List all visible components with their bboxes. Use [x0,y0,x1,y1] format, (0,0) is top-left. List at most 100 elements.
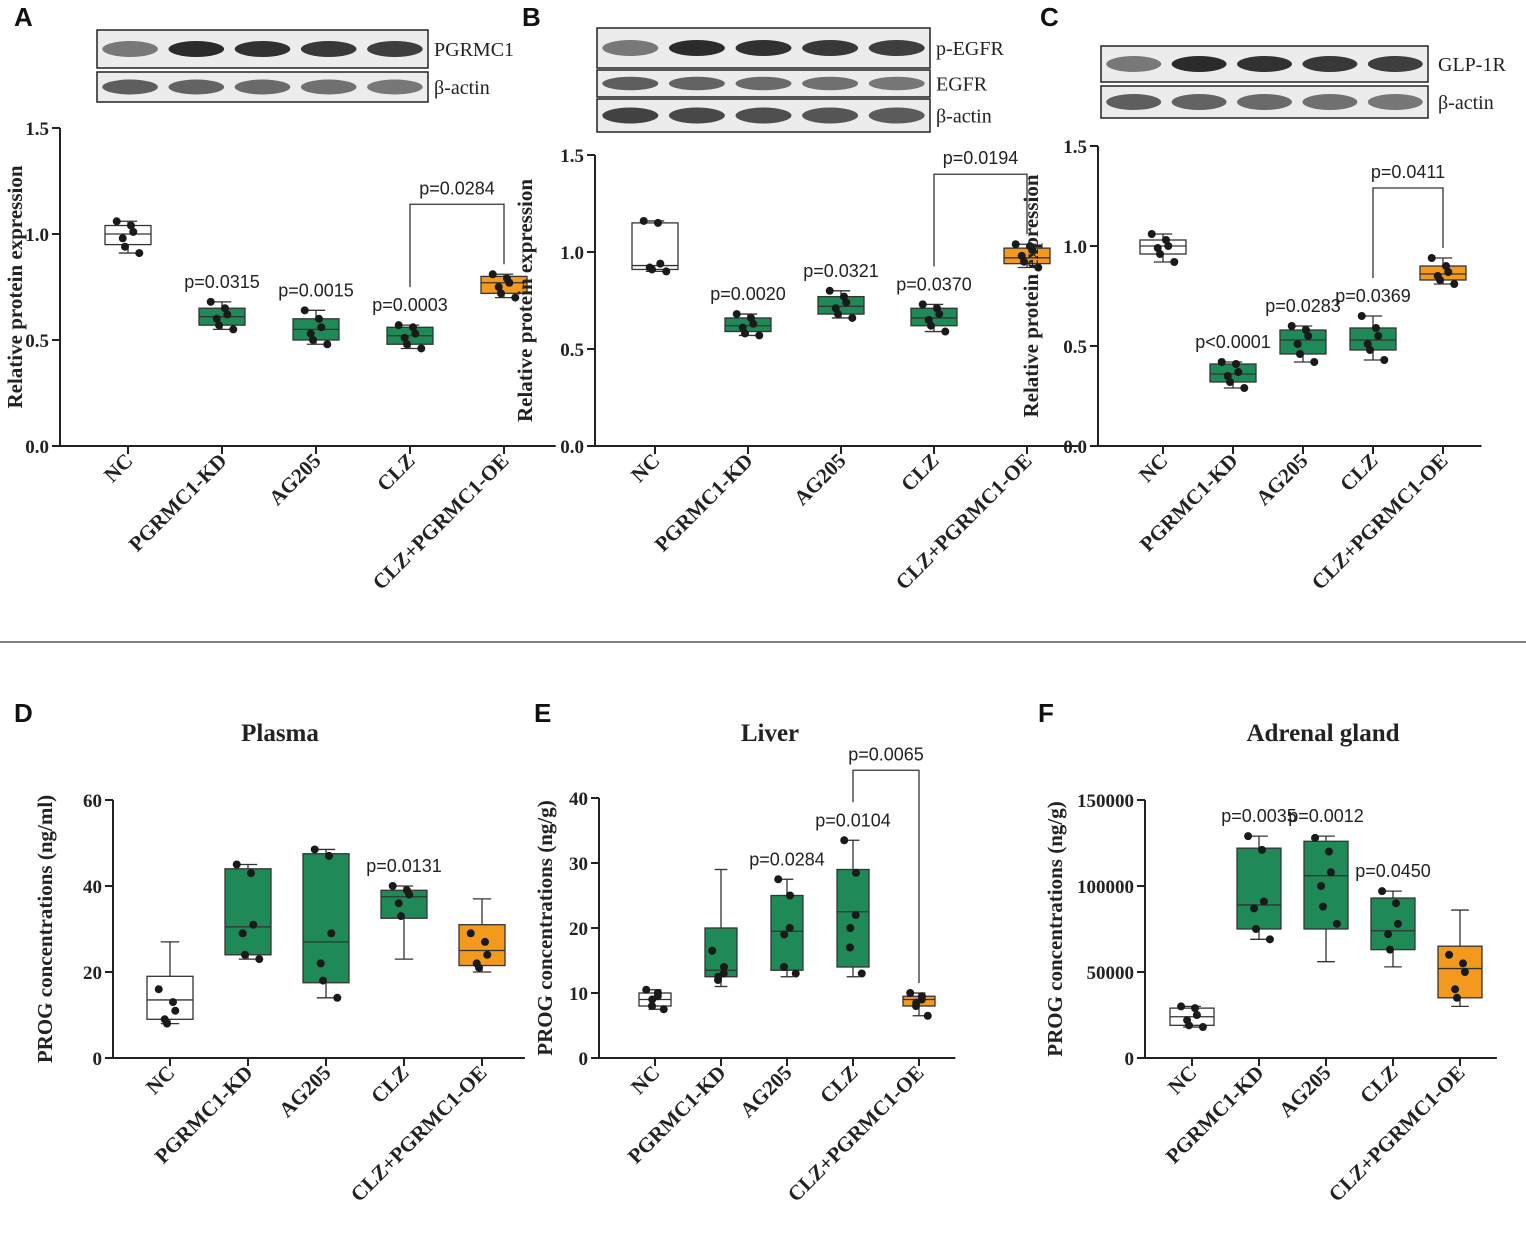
panel-f-data-point [1191,1004,1199,1013]
panel-d-data-point [397,912,405,921]
panel-c-data-point [1217,358,1226,366]
panel-a-blot-band [234,79,291,95]
panel-b-data-point [656,259,665,268]
panel-a-x-tick-label: CLZ [372,449,420,497]
panel-b-x-tick-label: AG205 [789,449,851,511]
panel-f-data-point [1460,968,1469,976]
panel-e-data-point [648,1002,656,1010]
panel-c-data-point [1444,268,1453,276]
panel-c-data-point [1153,244,1162,252]
panel-c-bracket [1372,187,1444,278]
panel-c-data-point [1436,276,1444,284]
panel-d-data-point [163,1019,171,1028]
panel-e-y-tick-label: 10 [569,984,588,1005]
panel-e-p-value: p=0.0104 [815,810,891,830]
panel-c-y-tick-label: 1.0 [1063,237,1087,258]
panel-d-data-point [171,1006,180,1015]
panel-c-p-value: p=0.0369 [1335,286,1411,306]
panel-e-title: Liver [741,720,799,747]
panel-b-data-point [732,310,741,319]
panel-c-data-point [1162,236,1170,244]
panel-f-y-tick-label: 100000 [1077,877,1134,898]
panel-f-data-point [1332,919,1341,928]
panel-f-x-tick-label: NC [1163,1061,1201,1099]
panel-f-x-tick-label: AG205 [1274,1061,1336,1123]
panel-f-data-point [1244,832,1253,841]
panel-a-data-point [118,234,127,243]
panel-a-y-tick-label: 1.0 [25,225,49,246]
panel-d-data-point [483,950,492,959]
panel-c-data-point [1234,368,1243,376]
panel-b-p-value: p=0.0370 [896,274,972,294]
panel-e-bracket [852,769,920,983]
panel-b-blot-band [868,40,925,56]
panel-a-data-point [505,278,514,287]
panel-b-data-point [654,218,662,227]
panel-c-y-tick-label: 0.0 [1063,437,1087,458]
panel-b-letter: B [522,2,541,32]
panel-b-data-point [1034,263,1043,272]
panel-d-data-point [249,920,258,929]
panel-b-data-point [1028,246,1037,255]
panel-c-x-tick-label: CLZ+PGRMC1-OE [1307,449,1453,595]
panel-f-data-point [1317,882,1326,890]
panel-a-p-value: p=0.0315 [184,272,260,292]
panel-d-p-value: p=0.0131 [366,856,442,876]
panel-b-p-value: p=0.0321 [803,261,879,281]
panel-b-y-tick-label: 1.0 [560,243,584,264]
panel-b-blot-band [802,107,859,124]
panel-c-data-point [1302,326,1310,334]
panel-a-letter: A [14,2,33,32]
panel-c-data-point [1357,312,1366,320]
panel-b-data-point [755,331,764,340]
panel-b-bracket-p-value: p=0.0194 [943,148,1019,168]
panel-e-y-tick-label: 40 [569,789,588,810]
panel-f-y-tick-label: 50000 [1087,963,1135,984]
panel-b-p-value: p=0.0020 [710,284,786,304]
panel-c-y-label: Relative protein expression [1019,174,1043,417]
panel-d-data-point [247,869,255,878]
panel-a-data-point [400,333,409,342]
panel-b-blot-label: EGFR [936,74,988,96]
panel-e-data-point [923,1011,932,1020]
panel-a-blot-band [367,79,423,95]
panel-a-data-point [323,340,332,349]
panel-c-blot-label: GLP-1R [1438,54,1506,76]
panel-c-blot-band [1237,94,1292,110]
panel-c-x-tick-label: AG205 [1251,449,1313,511]
panel-a-data-point [394,321,403,330]
panel-e-data-point [840,836,849,845]
panel-e-data-point [648,995,657,1004]
panel-c-p-value: p<0.0001 [1195,332,1271,352]
panel-e-data-point [791,969,800,978]
panel-b-data-point [848,313,857,322]
panel-e-data-point [906,989,915,997]
panel-c-data-point [1372,324,1380,332]
panel-c-data-point [1363,340,1372,348]
panel-d-box [146,975,194,1020]
panel-e-data-point [659,1005,668,1014]
panel-f-data-point [1252,925,1260,933]
panel-b-blot-label: p-EGFR [936,38,1004,60]
panel-a-data-point [229,325,238,334]
panel-d-y-tick-label: 0 [93,1049,103,1070]
panel-c-data-point [1156,250,1164,258]
panel-b-box [631,222,679,271]
panel-f-data-point [1386,945,1394,954]
panel-d-data-point [316,959,325,968]
panel-e-x-tick-label: NC [626,1061,664,1099]
panel-c-data-point [1226,378,1234,386]
panel-a-data-point [494,283,503,291]
panel-b-blot-band [602,40,659,56]
panel-e-data-point [714,976,722,984]
panel-d-title: Plasma [241,720,319,747]
panel-e-letter: E [534,698,551,728]
panel-b-data-point [825,286,834,295]
panel-e-data-point [774,875,783,884]
panel-e-data-point [852,868,860,877]
panel-b-x-tick-label: CLZ [896,449,944,497]
panel-d-data-point [255,955,264,964]
panel-b-x-tick-label: PGRMC1-KD [650,449,758,557]
panel-a-y-tick-label: 0.0 [25,437,49,458]
panel-c-bracket-p-value: p=0.0411 [1371,162,1445,182]
